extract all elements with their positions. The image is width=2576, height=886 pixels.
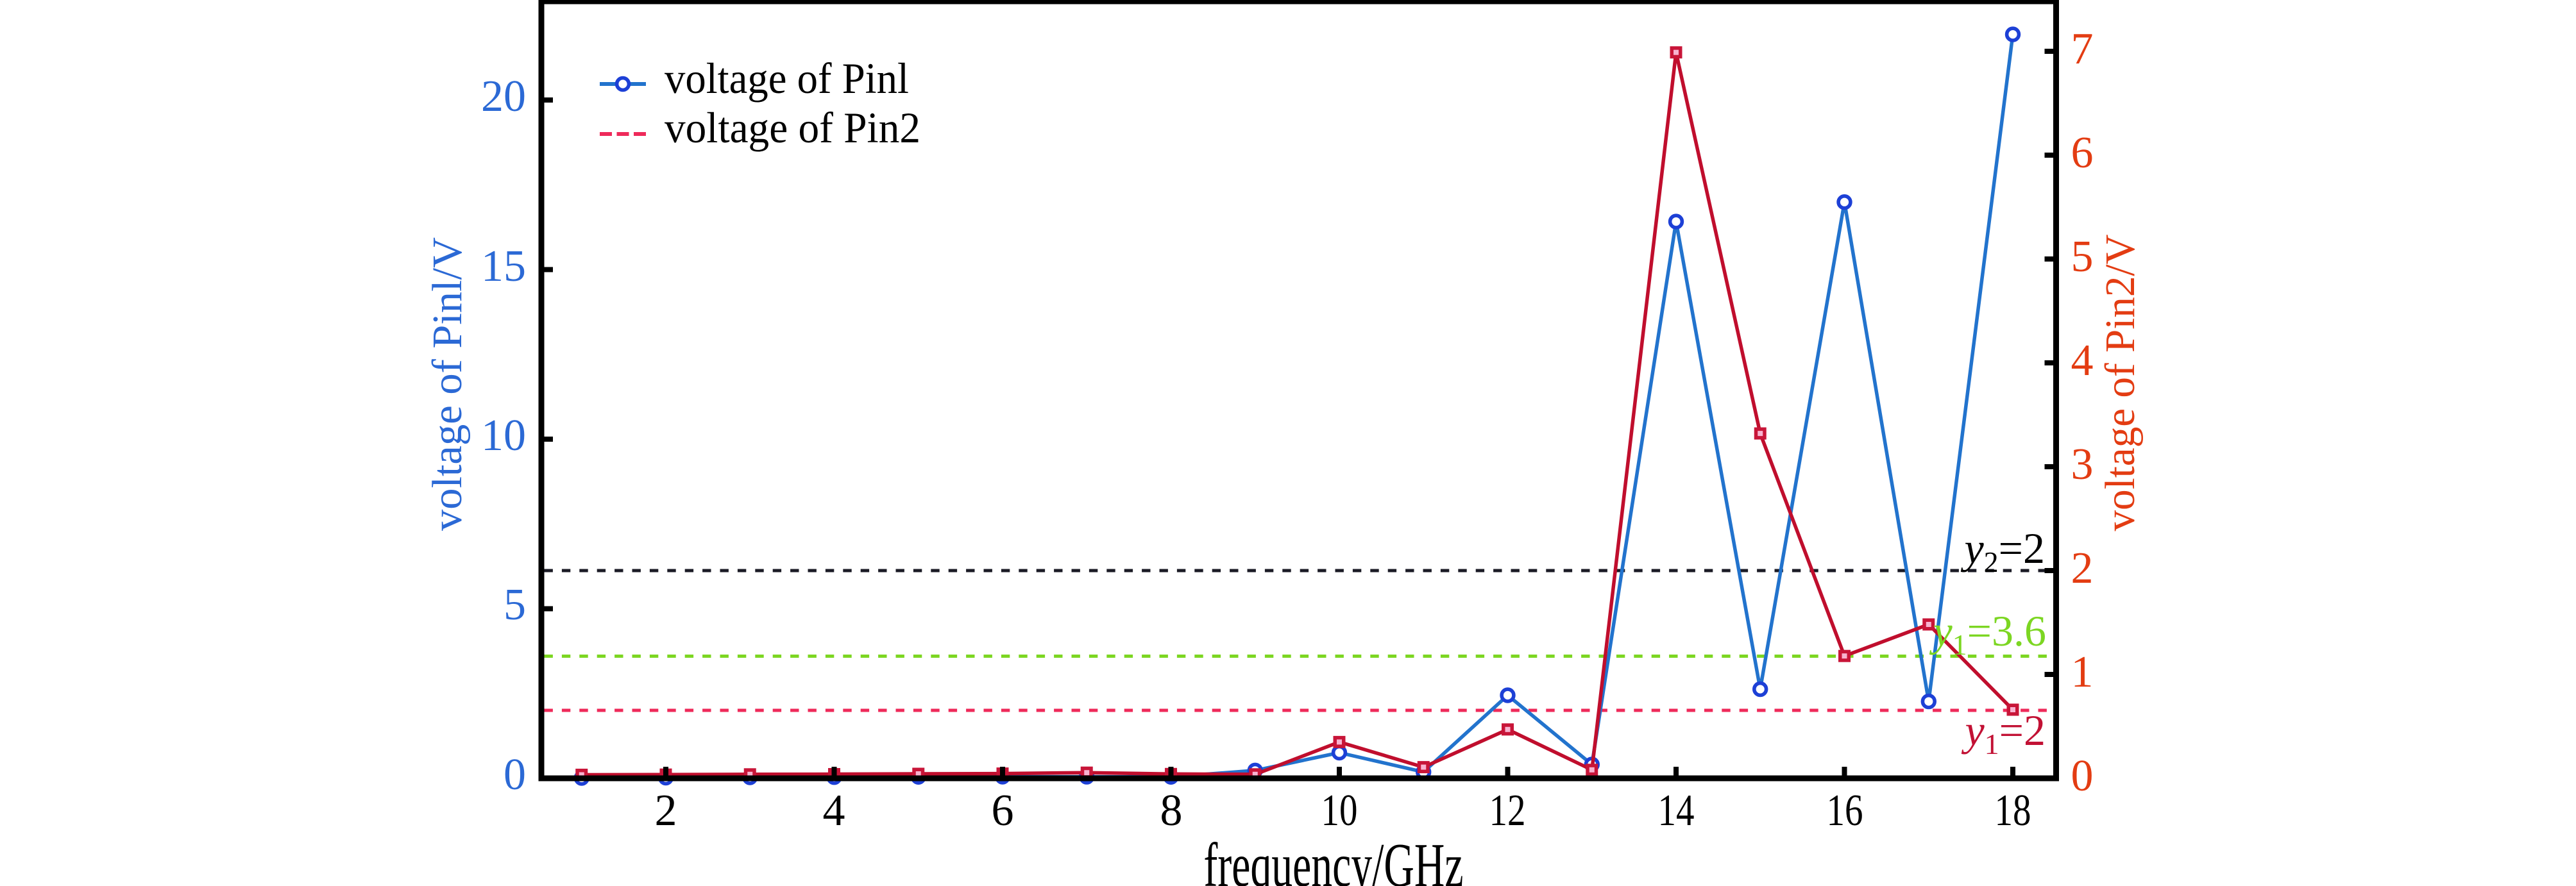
svg-text:y1=3.6: y1=3.6: [1929, 606, 2046, 661]
svg-text:20: 20: [481, 72, 526, 121]
svg-text:10: 10: [481, 411, 526, 460]
svg-text:y2=2: y2=2: [1960, 524, 2045, 578]
svg-text:0: 0: [2071, 751, 2094, 801]
svg-text:8: 8: [1160, 786, 1183, 835]
svg-text:voltage of Pin2/V: voltage of Pin2/V: [2097, 235, 2144, 531]
svg-text:12: 12: [1489, 786, 1526, 835]
svg-text:1: 1: [2071, 648, 2094, 697]
svg-text:7: 7: [2071, 24, 2094, 74]
svg-text:6: 6: [2071, 128, 2094, 178]
svg-text:voltage of Pinl/V: voltage of Pinl/V: [424, 237, 471, 531]
svg-text:10: 10: [1321, 786, 1358, 835]
svg-text:2: 2: [655, 786, 677, 835]
svg-text:voltage of Pin2: voltage of Pin2: [665, 103, 920, 152]
svg-text:14: 14: [1658, 786, 1695, 835]
svg-text:2: 2: [2071, 544, 2094, 593]
svg-text:frequency/GHz: frequency/GHz: [1204, 831, 1464, 886]
svg-text:16: 16: [1827, 786, 1863, 835]
svg-text:4: 4: [2071, 336, 2094, 385]
svg-text:y1=2: y1=2: [1961, 706, 2046, 760]
svg-text:5: 5: [504, 580, 526, 630]
svg-text:15: 15: [481, 242, 526, 291]
svg-text:4: 4: [823, 786, 845, 835]
svg-text:3: 3: [2071, 440, 2094, 489]
svg-text:6: 6: [992, 786, 1014, 835]
svg-text:0: 0: [504, 750, 526, 799]
svg-text:5: 5: [2071, 232, 2094, 281]
svg-text:18: 18: [1995, 786, 2031, 835]
svg-text:voltage of Pinl: voltage of Pinl: [665, 54, 909, 103]
